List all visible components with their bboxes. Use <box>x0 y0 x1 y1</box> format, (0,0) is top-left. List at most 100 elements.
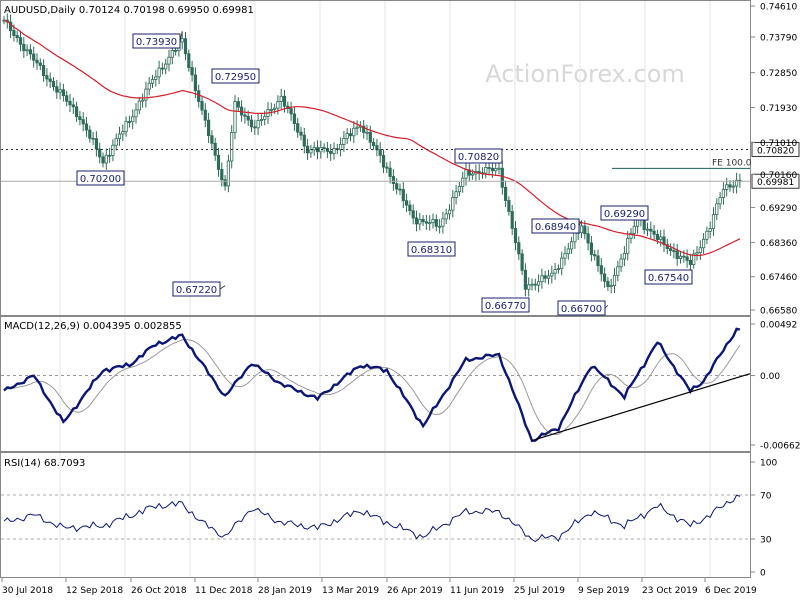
candle-body <box>447 209 452 215</box>
candle-body <box>642 219 646 230</box>
candle-body <box>494 168 498 172</box>
x-tick-label: 6 Dec 2019 <box>705 586 757 596</box>
candle-body <box>108 154 112 157</box>
candle-body <box>167 56 171 65</box>
candle-body <box>329 151 333 154</box>
swing-label: 0.72950 <box>215 72 256 83</box>
candle-body <box>32 53 36 61</box>
candle-body <box>530 283 534 286</box>
candle-body <box>533 283 537 286</box>
swing-box <box>211 68 260 84</box>
candle-body <box>520 253 524 271</box>
candle-body <box>25 49 29 52</box>
swing-connector <box>219 285 226 290</box>
candle-body <box>675 250 679 259</box>
candle-body <box>484 167 488 174</box>
macd-label: MACD(12,26,9) 0.004395 0.002855 <box>4 321 182 332</box>
candle-body <box>490 167 495 172</box>
price-tick-label: 0.71010 <box>760 139 797 149</box>
candle-body <box>513 228 518 243</box>
swing-label: 0.68310 <box>411 245 452 256</box>
candle-body <box>154 76 158 80</box>
candle-body <box>134 109 138 118</box>
rsi-tick-label: 70 <box>760 492 772 502</box>
candle-body <box>444 213 448 220</box>
price-tick-label: 0.66580 <box>760 307 797 317</box>
candle-body <box>157 67 161 78</box>
candle-body <box>695 252 699 255</box>
candle-body <box>299 131 303 136</box>
candle-body <box>127 121 131 123</box>
candle-body <box>645 228 650 231</box>
candle-body <box>111 144 115 156</box>
x-tick-label: 12 Sep 2018 <box>66 586 123 596</box>
macd-line <box>3 327 741 443</box>
candle-body <box>563 253 567 259</box>
candle-body <box>246 115 250 121</box>
candle-body <box>688 259 693 265</box>
price-tick-label: 0.69290 <box>760 204 797 214</box>
candle-body <box>527 284 531 290</box>
candle-body <box>418 219 422 225</box>
candle-body <box>190 67 194 76</box>
candle-body <box>35 59 39 64</box>
rsi-y-axis: 100 70 30 0 <box>750 459 777 579</box>
candle-body <box>715 203 719 215</box>
candle-body <box>500 167 504 188</box>
candle-body <box>381 154 386 168</box>
candle-body <box>609 285 613 287</box>
rsi-line <box>3 494 741 543</box>
candle-body <box>223 179 227 187</box>
candle-body <box>685 256 689 261</box>
candle-body <box>540 275 544 283</box>
candle-body <box>206 119 211 137</box>
price-y-axis: 0.74610 0.73790 0.72850 0.71930 0.71010 0.701… <box>750 3 797 317</box>
candle-body <box>408 204 412 212</box>
candle-body <box>672 250 676 252</box>
swing-label: 0.70200 <box>80 174 121 185</box>
candle-body <box>91 137 95 140</box>
candle-body <box>282 95 287 107</box>
candle-body <box>388 167 392 177</box>
x-tick-label: 11 Dec 2018 <box>195 586 253 596</box>
candle-body <box>233 101 237 133</box>
candle-body <box>193 74 197 92</box>
candle-body <box>210 135 214 144</box>
candle-body <box>226 160 230 187</box>
candle-body <box>586 233 590 244</box>
candle-body <box>362 125 366 133</box>
candle-body <box>669 248 673 251</box>
candle-body <box>593 254 597 257</box>
candle-body <box>503 186 508 201</box>
candle-body <box>352 127 356 137</box>
price-tick-label: 0.73790 <box>760 34 797 44</box>
candle-body <box>368 131 372 143</box>
swing-labels: 0.73930 0.70200 0.72950 0.67220 0.70820 0.683… <box>76 31 693 316</box>
candle-body <box>573 231 577 243</box>
candle-body <box>137 100 141 111</box>
macd-panel-frame <box>0 316 751 452</box>
candle-body <box>678 255 683 259</box>
moving-average-line <box>3 19 741 257</box>
candle-body <box>708 228 712 232</box>
candle-body <box>98 148 102 158</box>
candle-body <box>173 49 178 52</box>
candle-body <box>256 120 260 129</box>
candle-body <box>517 242 521 255</box>
candle-body <box>711 214 716 229</box>
swing-label: 0.66700 <box>561 304 602 315</box>
candle-body <box>180 38 184 43</box>
candle-body <box>451 197 455 211</box>
candle-body <box>589 242 594 255</box>
candle-body <box>649 228 653 232</box>
last-price-label: 0.69981 <box>757 178 794 188</box>
swing-label: 0.67220 <box>176 285 217 296</box>
candle-body <box>71 104 75 108</box>
candle-body <box>702 238 706 249</box>
candle-body <box>550 272 554 277</box>
x-tick-label: 28 Jan 2019 <box>258 586 312 596</box>
price-tick-label: 0.68360 <box>760 239 797 249</box>
candle-body <box>292 113 297 124</box>
x-tick-label: 26 Oct 2018 <box>131 586 187 596</box>
swing-label: 0.69290 <box>604 209 645 220</box>
